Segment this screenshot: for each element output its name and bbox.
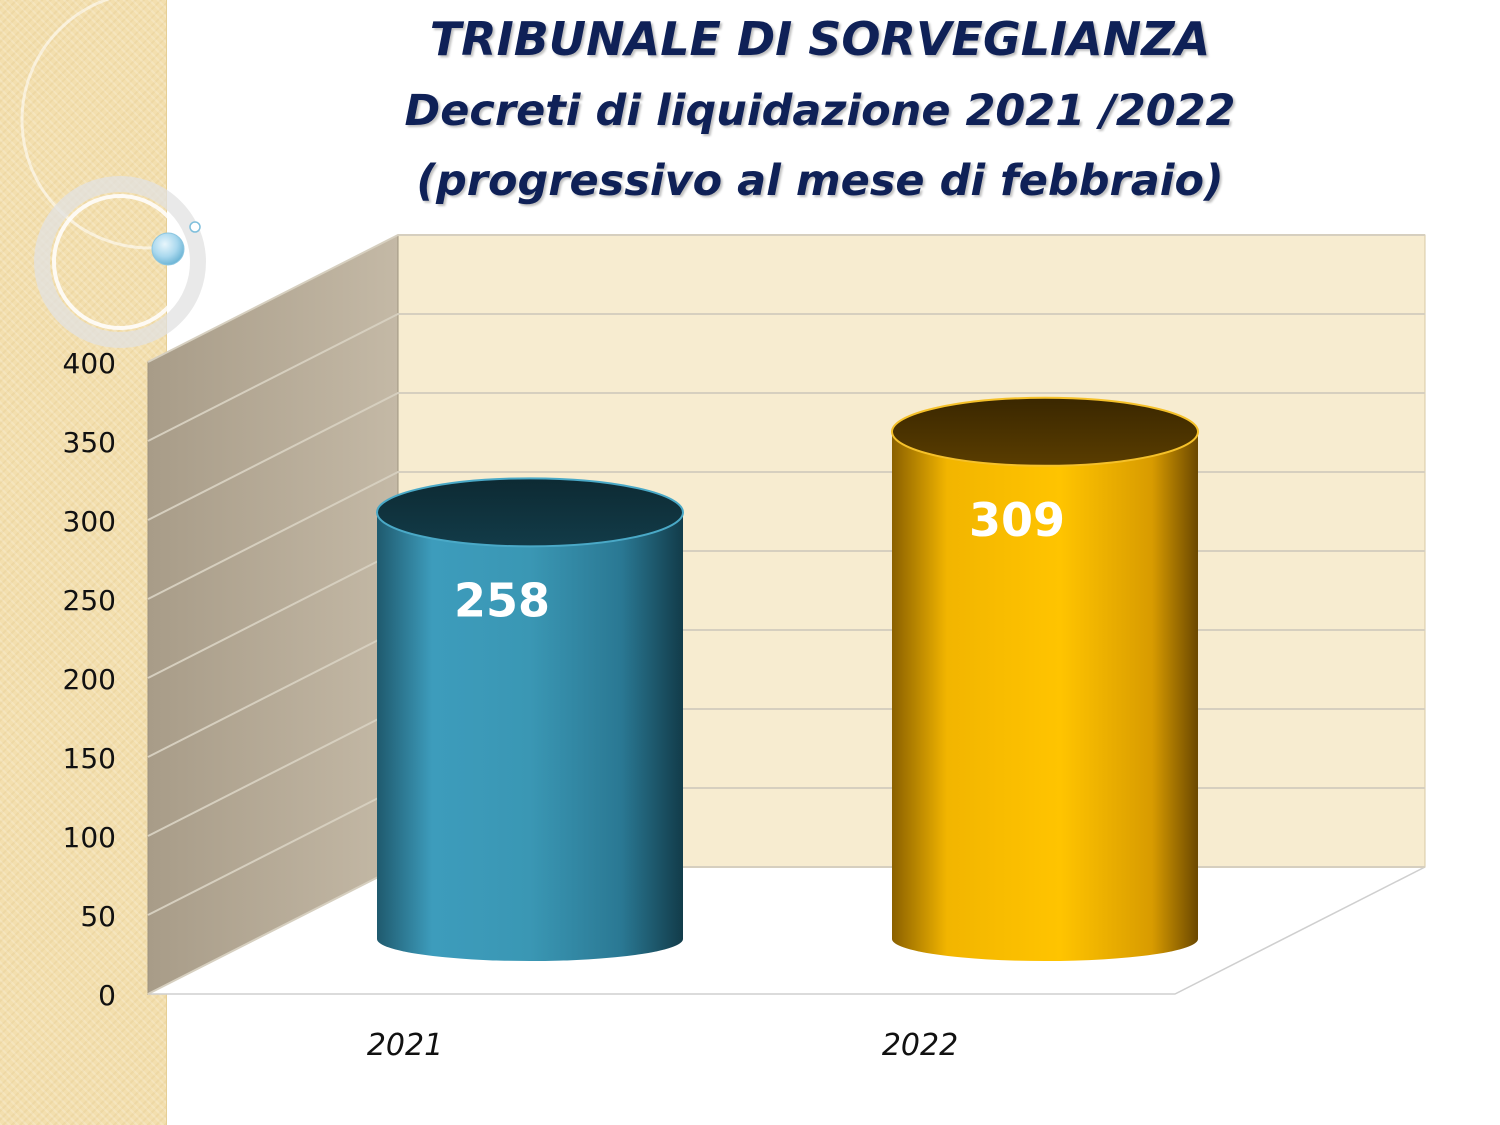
y-tick-label: 200 <box>63 663 116 696</box>
y-tick-label: 100 <box>63 821 116 854</box>
bar-top <box>376 477 684 548</box>
y-tick-label: 150 <box>63 742 116 775</box>
bar-2021 <box>376 477 684 961</box>
bar-body <box>892 431 1198 961</box>
y-tick-label: 50 <box>80 900 116 933</box>
gridline <box>147 234 1425 363</box>
data-label: 309 <box>969 493 1065 547</box>
data-label: 258 <box>454 573 550 627</box>
y-tick-label: 350 <box>63 426 116 459</box>
chart-title-line-3: (progressivo al mese di febbraio) <box>416 156 1224 206</box>
x-tick-label: 2022 <box>882 1028 958 1063</box>
bar-top <box>891 396 1199 467</box>
gridline <box>147 392 1425 521</box>
chart-title-line-2: Decreti di liquidazione 2021 /2022 <box>404 86 1236 136</box>
y-tick-label: 400 <box>63 347 116 380</box>
bar-body <box>377 512 683 961</box>
y-tick-label: 250 <box>63 584 116 617</box>
gridline <box>147 313 1425 442</box>
y-tick-label: 0 <box>98 979 116 1012</box>
chart-title-line-1: TRIBUNALE DI SORVEGLIANZA <box>429 12 1211 66</box>
y-tick-label: 300 <box>63 505 116 538</box>
bar-2022 <box>891 396 1199 961</box>
x-tick-label: 2021 <box>367 1028 443 1063</box>
